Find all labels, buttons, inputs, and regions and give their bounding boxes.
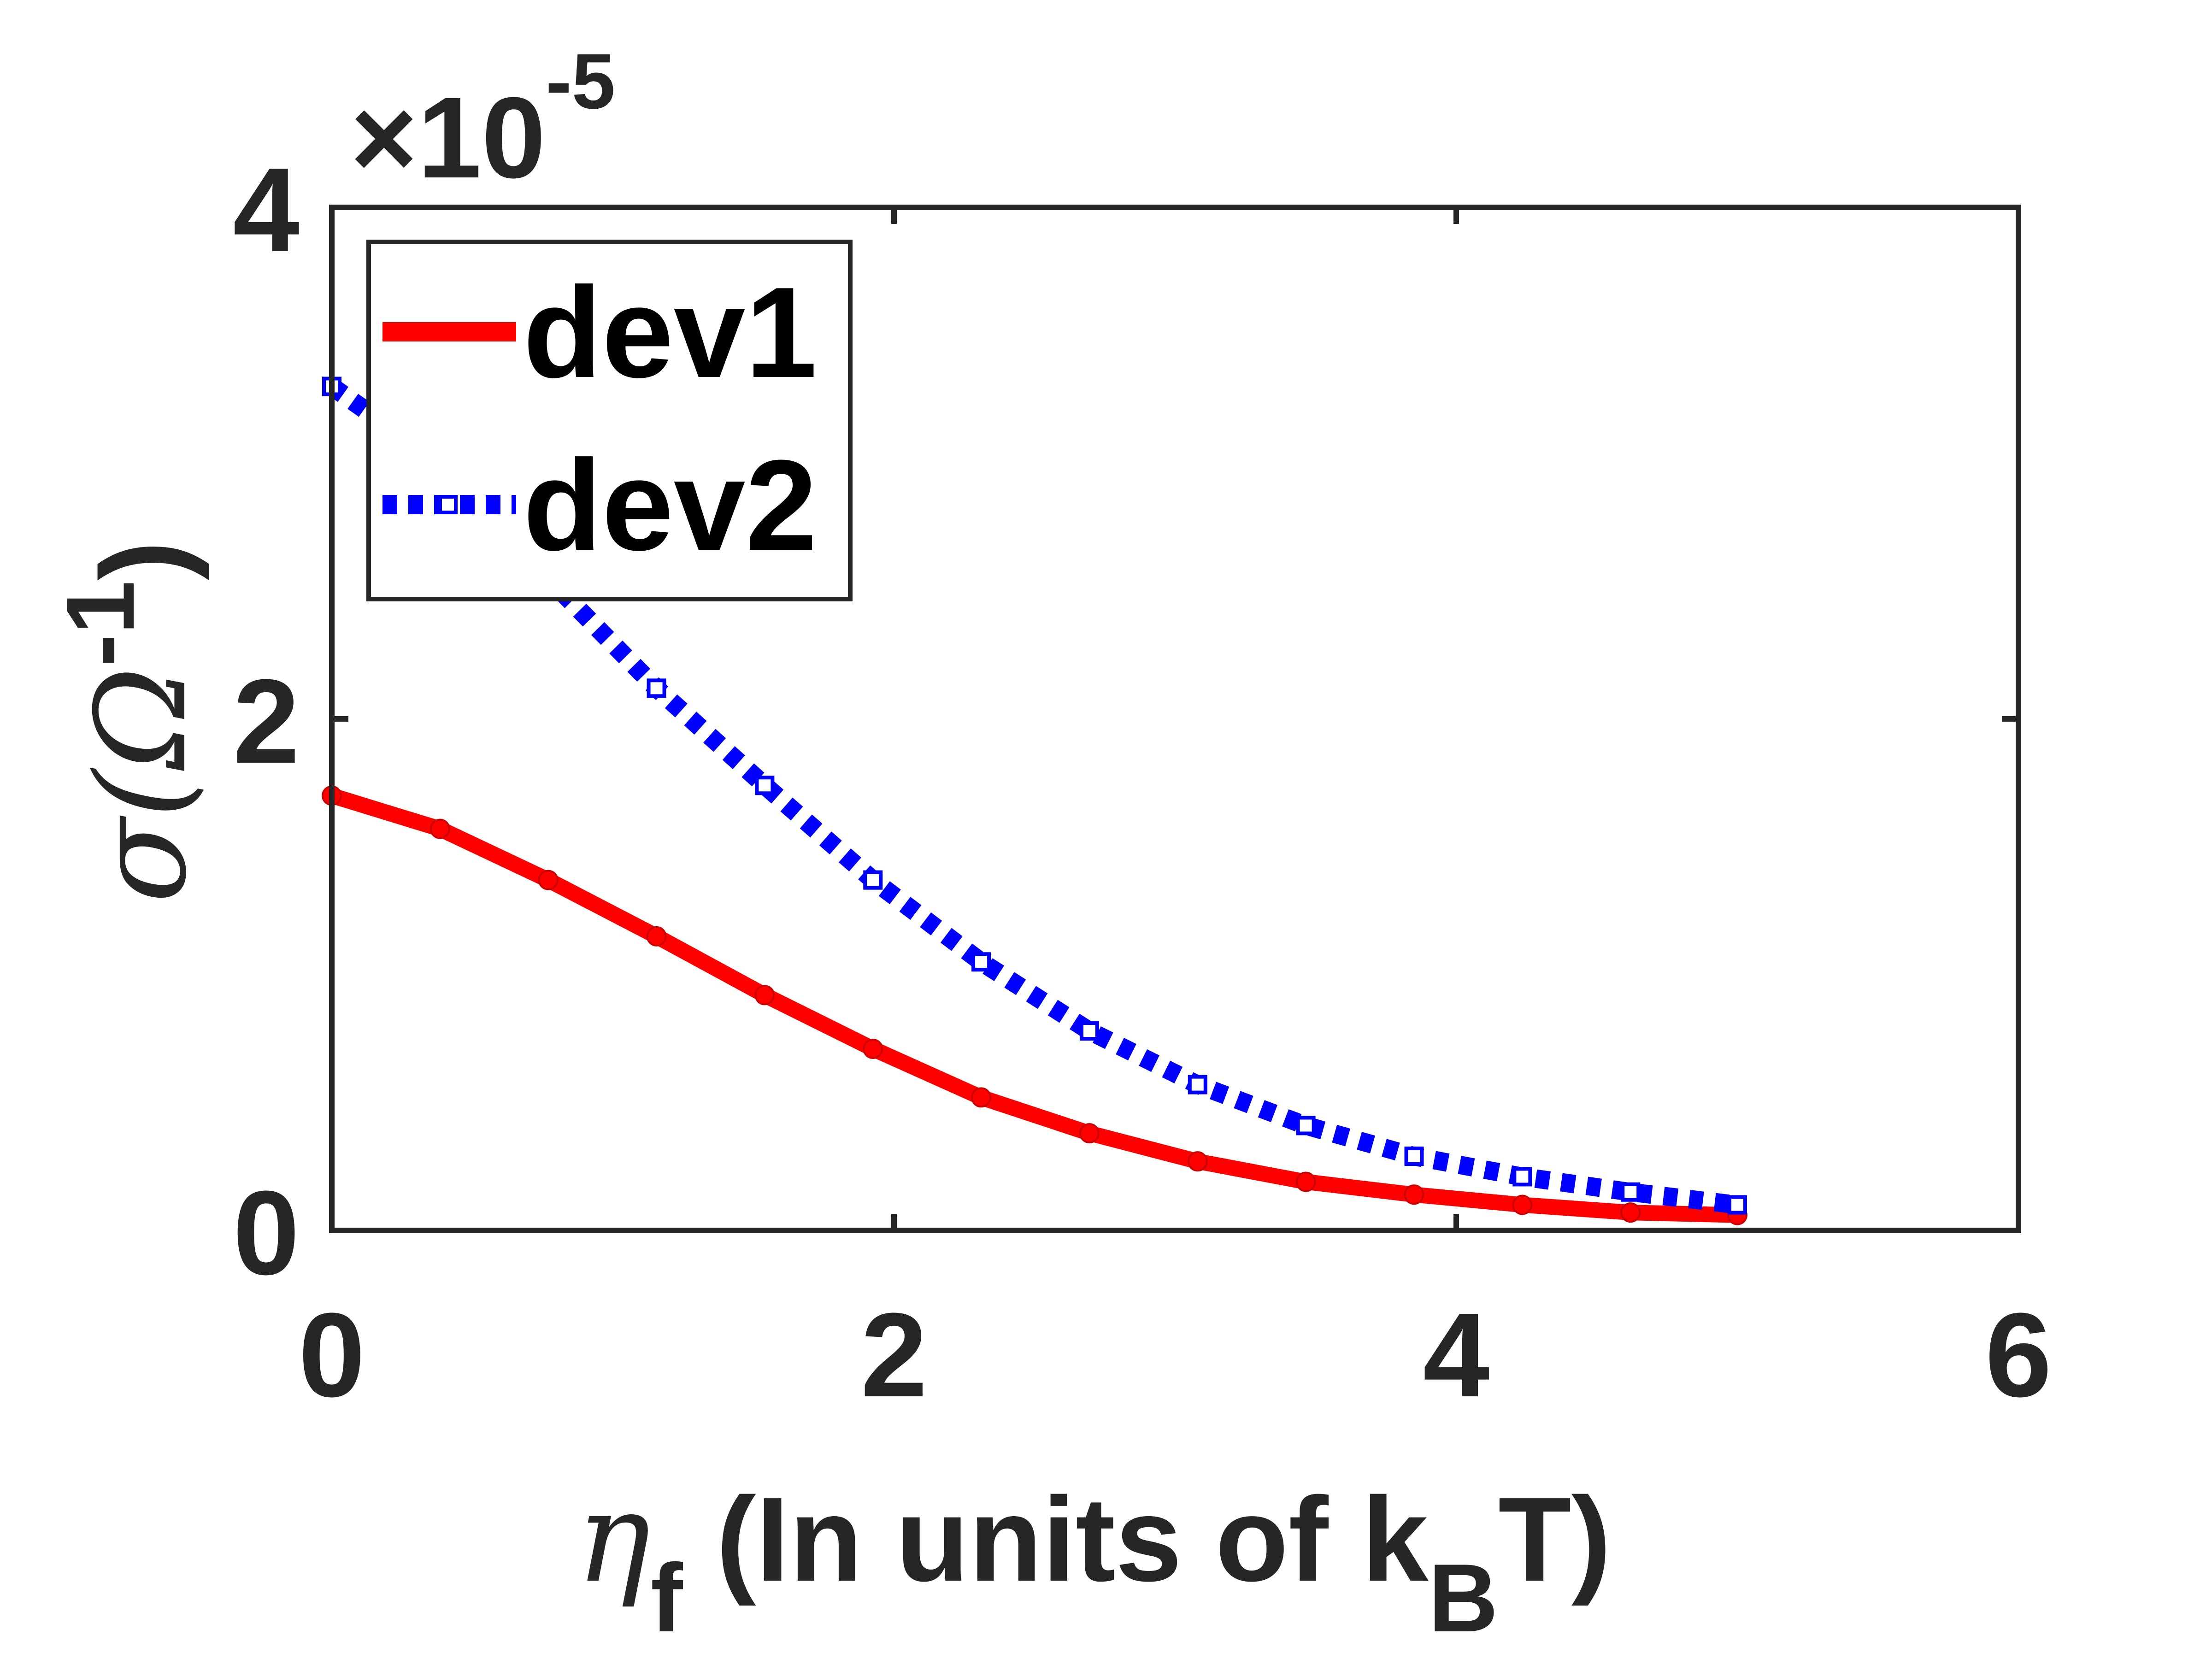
data-point-dev1 [1079, 1123, 1100, 1144]
plot-frame [329, 205, 2021, 1233]
data-point-dev2 [1512, 1167, 1532, 1187]
data-point-dev1 [646, 926, 667, 947]
data-point-dev2 [863, 870, 883, 890]
legend-label-dev2: dev2 [523, 434, 817, 577]
data-point-dev1 [1620, 1202, 1641, 1223]
data-point-dev2 [971, 952, 991, 972]
x-axis-label: ηf (In units of kBT) [576, 1465, 1611, 1652]
x-tick-label: 4 [1423, 1288, 1490, 1422]
data-point-dev1 [971, 1087, 992, 1108]
y-tick-label: 2 [233, 655, 300, 788]
data-point-dev2 [1188, 1075, 1207, 1094]
data-point-dev1 [429, 818, 450, 839]
data-point-dev2 [755, 776, 775, 795]
data-point-dev2 [1079, 1021, 1099, 1041]
data-point-dev1 [754, 985, 775, 1006]
y-multiplier: ×10-5 [350, 38, 615, 202]
data-point-dev1 [538, 870, 559, 890]
x-tick-label: 2 [861, 1288, 928, 1422]
legend: dev1 dev2 [366, 240, 853, 601]
data-point-dev2 [1296, 1116, 1316, 1135]
y-tick-label: 0 [233, 1166, 300, 1300]
data-point-dev2 [647, 678, 666, 698]
data-point-dev2 [1728, 1195, 1747, 1215]
data-point-dev1 [863, 1038, 883, 1059]
data-point-dev1 [1404, 1184, 1424, 1205]
y-tick-label: 4 [233, 143, 300, 277]
data-point-dev2 [1621, 1182, 1641, 1202]
legend-box [366, 240, 853, 601]
series-line-dev1 [329, 788, 1738, 1223]
legend-label-dev1: dev1 [523, 261, 817, 405]
x-tick-label: 0 [299, 1288, 365, 1422]
data-point-dev2 [1404, 1147, 1424, 1166]
data-point-dev1 [1295, 1171, 1316, 1192]
y-axis-label: σ(Ω-1) [46, 541, 214, 903]
x-tick-label: 6 [1985, 1288, 2052, 1422]
data-point-dev1 [1187, 1151, 1208, 1172]
legend-marker-dev2 [438, 495, 458, 514]
data-point-dev1 [1512, 1194, 1533, 1215]
